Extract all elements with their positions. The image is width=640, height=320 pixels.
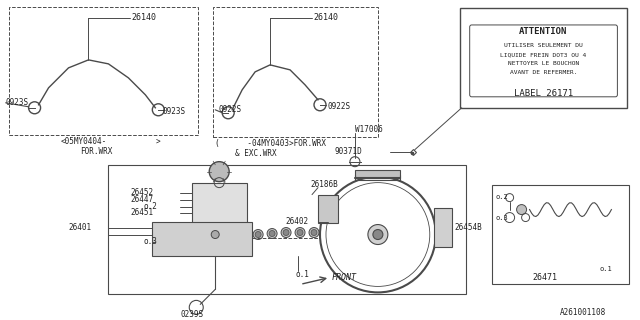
- Text: 0923S: 0923S: [163, 107, 186, 116]
- Text: 26452: 26452: [131, 188, 154, 197]
- Circle shape: [311, 229, 317, 236]
- Text: FOR.WRX: FOR.WRX: [81, 147, 113, 156]
- Text: ATTENTION: ATTENTION: [519, 28, 568, 36]
- Text: AVANT DE REFERMER.: AVANT DE REFERMER.: [510, 70, 577, 75]
- Text: W17006: W17006: [355, 125, 383, 134]
- Text: o.2: o.2: [143, 202, 157, 211]
- Text: 26186B: 26186B: [310, 180, 338, 189]
- Circle shape: [209, 162, 229, 182]
- Text: >: >: [156, 137, 160, 146]
- Text: 0923S: 0923S: [6, 98, 29, 107]
- Circle shape: [211, 230, 220, 238]
- Text: o.3: o.3: [143, 237, 157, 246]
- Circle shape: [373, 229, 383, 239]
- Bar: [8, 7, 198, 135]
- Circle shape: [269, 230, 275, 236]
- Text: 26402: 26402: [285, 217, 308, 226]
- Text: 26140: 26140: [313, 13, 338, 22]
- Text: FRONT: FRONT: [332, 273, 357, 282]
- Circle shape: [267, 228, 277, 238]
- Text: o.1: o.1: [600, 267, 612, 272]
- Text: 26451: 26451: [131, 208, 154, 217]
- Bar: [492, 185, 629, 284]
- Text: o.1: o.1: [295, 270, 309, 279]
- Bar: [108, 165, 466, 294]
- Text: 26471: 26471: [532, 273, 557, 282]
- Text: LIQUIDE FREIN DOT3 OU 4: LIQUIDE FREIN DOT3 OU 4: [500, 52, 587, 57]
- Text: 26401: 26401: [68, 223, 92, 232]
- Circle shape: [281, 228, 291, 237]
- Text: 0239S: 0239S: [180, 310, 204, 319]
- Bar: [213, 7, 378, 137]
- Bar: [460, 8, 627, 108]
- Text: (      -04MY0403>FOR.WRX: ( -04MY0403>FOR.WRX: [215, 139, 326, 148]
- Text: LABEL 26171: LABEL 26171: [514, 89, 573, 98]
- Circle shape: [295, 228, 305, 237]
- Text: A261001108: A261001108: [559, 308, 606, 317]
- Text: o.3: o.3: [495, 214, 508, 220]
- Text: UTILISER SEULEMENT DU: UTILISER SEULEMENT DU: [504, 44, 583, 48]
- Bar: [192, 183, 247, 225]
- Text: o.2: o.2: [495, 194, 508, 200]
- Text: 90371D: 90371D: [335, 147, 363, 156]
- Bar: [355, 170, 400, 178]
- Text: NETTOYER LE BOUCHON: NETTOYER LE BOUCHON: [508, 61, 579, 66]
- Text: 26454B: 26454B: [455, 223, 483, 232]
- Text: 26140: 26140: [131, 13, 156, 22]
- Circle shape: [516, 204, 527, 215]
- Circle shape: [253, 229, 263, 239]
- Circle shape: [368, 225, 388, 244]
- Bar: [318, 195, 338, 222]
- Circle shape: [283, 229, 289, 236]
- Text: 0922S: 0922S: [218, 105, 241, 114]
- Text: & EXC.WRX: & EXC.WRX: [235, 149, 276, 158]
- Text: <05MY0404-: <05MY0404-: [61, 137, 107, 146]
- Circle shape: [255, 232, 261, 237]
- Bar: [434, 208, 452, 247]
- Bar: [152, 221, 252, 256]
- Text: 0922S: 0922S: [328, 102, 351, 111]
- Circle shape: [309, 228, 319, 237]
- Circle shape: [297, 229, 303, 236]
- Text: 26447: 26447: [131, 195, 154, 204]
